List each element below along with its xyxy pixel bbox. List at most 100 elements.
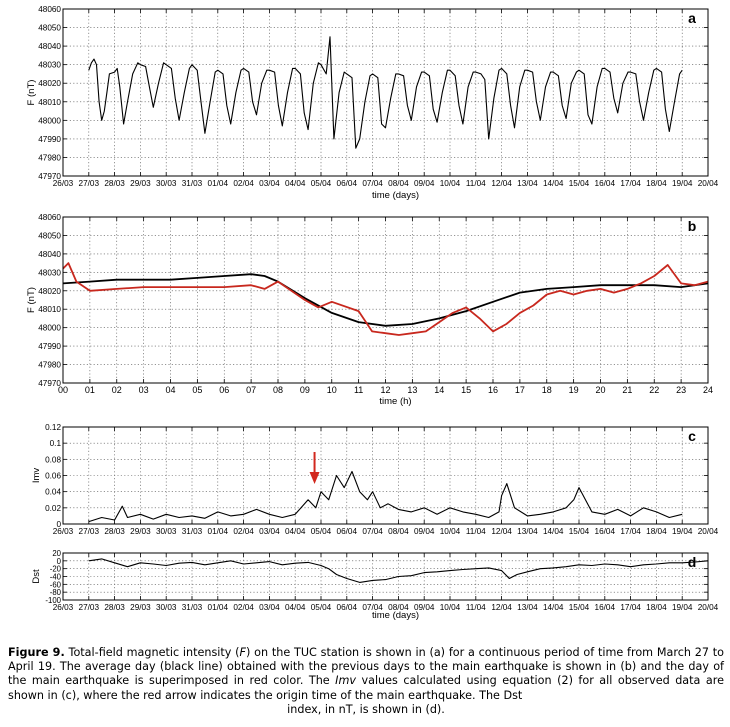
panel-b-xtick-label: 03: [139, 385, 149, 395]
panel-c-ytick-label: 0.12: [45, 423, 61, 432]
panel-b-xtick-label: 02: [112, 385, 122, 395]
panel-b-xtick-label: 10: [327, 385, 337, 395]
panel-d-xtick-label: 14/04: [543, 603, 564, 612]
panel-label-d: d: [688, 554, 697, 570]
panel-d-xtick-label: 28/03: [104, 603, 125, 612]
panel-b-xtick-label: 09: [300, 385, 310, 395]
panel-a-xtick-label: 18/04: [646, 179, 667, 188]
panel-a-ytick-label: 48040: [38, 42, 61, 51]
panel-b-xtick-label: 17: [515, 385, 525, 395]
panel-d-xtick-label: 13/04: [517, 603, 538, 612]
panel-d-xtick-label: 16/04: [595, 603, 616, 612]
panel-a-ytick-label: 48030: [38, 61, 61, 70]
panel-a-xtick-label: 13/04: [517, 179, 538, 188]
panel-a-xtick-label: 04/04: [285, 179, 306, 188]
panel-d-xtick-label: 11/04: [466, 603, 486, 612]
panel-a-ytick-label: 48020: [38, 79, 61, 88]
panel-d-xtick-label: 04/04: [285, 603, 306, 612]
panel-c-ytick-label: 0: [56, 520, 61, 529]
caption-text-4: index, in nT, is shown in (d).: [287, 702, 445, 716]
panel-b-xtick-label: 08: [273, 385, 283, 395]
panel-d-xtick-label: 01/04: [208, 603, 229, 612]
panel-a-frame: [62, 8, 709, 177]
panel-c-xtick-label: 31/03: [182, 527, 203, 536]
panel-d-xtick-label: 18/04: [646, 603, 667, 612]
panel-c-xtick-label: 06/04: [337, 527, 358, 536]
panel-b-ytick-label: 48010: [38, 305, 61, 314]
panel-c-xtick-label: 29/03: [130, 527, 151, 536]
panel-b-xtick-label: 22: [649, 385, 659, 395]
panel-d-xtick-label: 29/03: [130, 603, 151, 612]
panel-c-ytick-label: 0.02: [45, 504, 61, 513]
panel-d-xtick-label: 03/04: [259, 603, 280, 612]
panel-b-ytick-label: 47980: [38, 361, 61, 370]
panel-b-series-0: [62, 273, 709, 327]
panel-d-ytick-label: -60: [50, 580, 62, 589]
panel-b-ytick-label: 48050: [38, 231, 61, 240]
panel-a-xtick-label: 31/03: [182, 179, 203, 188]
panel-b-ytick-label: 48060: [38, 213, 61, 222]
panel-b-xtick-label: 14: [434, 385, 444, 395]
panel-c-xtick-label: 18/04: [646, 527, 667, 536]
panel-c-xtick-label: 26/03: [53, 527, 74, 536]
caption-italic-f: F: [239, 646, 246, 659]
panel-d-xtick-label: 07/04: [362, 603, 383, 612]
panel-a-xtick-label: 09/04: [414, 179, 435, 188]
panel-c-xtick-label: 12/04: [491, 527, 512, 536]
panel-b-xtick-label: 04: [165, 385, 175, 395]
panel-a-xtick-label: 14/04: [543, 179, 564, 188]
panel-a-xtick-label: 05/04: [311, 179, 332, 188]
panel-b-xtick-label: 24: [703, 385, 713, 395]
panel-a-xtick-label: 01/04: [208, 179, 229, 188]
panel-d-ytick-label: -80: [50, 588, 62, 597]
earthquake-arrow-head: [309, 472, 320, 484]
panel-c-xtick-label: 09/04: [414, 527, 435, 536]
panel-d-xtick-label: 19/04: [672, 603, 693, 612]
panel-c-ytick-label: 0.08: [45, 455, 61, 464]
panel-d-xtick-label: 02/04: [233, 603, 254, 612]
panel-b-xtick-label: 07: [246, 385, 256, 395]
panel-a-xtick-label: 30/03: [156, 179, 177, 188]
panel-label-a: a: [688, 10, 696, 26]
panel-d-xtick-label: 09/04: [414, 603, 435, 612]
panel-b-ylabel: F (nT): [26, 287, 37, 313]
panel-c-xtick-label: 15/04: [569, 527, 590, 536]
panel-a-ytick-label: 47990: [38, 135, 61, 144]
panel-a-xtick-label: 20/04: [698, 179, 719, 188]
panel-b-xtick-label: 06: [219, 385, 229, 395]
figure-caption: Figure 9. Total-field magnetic intensity…: [8, 646, 724, 717]
panel-b-xtick-label: 00: [58, 385, 68, 395]
panel-b-xtick-label: 23: [676, 385, 686, 395]
panel-c-xtick-label: 19/04: [672, 527, 693, 536]
panel-label-c: c: [688, 428, 696, 444]
panel-a-ytick-label: 48060: [38, 5, 61, 14]
panel-c-xtick-label: 28/03: [104, 527, 125, 536]
panel-a-xtick-label: 02/04: [233, 179, 254, 188]
panel-c-xtick-label: 27/03: [79, 527, 100, 536]
panel-d-ylabel: Dst: [31, 569, 42, 584]
panel-d-xtick-label: 12/04: [491, 603, 512, 612]
panel-a-ylabel: F (nT): [26, 80, 37, 106]
panel-a-ytick-label: 48010: [38, 98, 61, 107]
panel-a-xtick-label: 07/04: [362, 179, 383, 188]
panel-b-ytick-label: 47990: [38, 342, 61, 351]
panel-b-xlabel: time (h): [379, 396, 411, 407]
panel-c-ylabel: Imv: [31, 468, 42, 484]
panel-c-xtick-label: 02/04: [233, 527, 254, 536]
panel-d-xtick-label: 20/04: [698, 603, 719, 612]
panel-d-xtick-label: 30/03: [156, 603, 177, 612]
panel-a-xtick-label: 12/04: [491, 179, 512, 188]
panel-a-xtick-label: 11/04: [466, 179, 486, 188]
panel-a-ytick-label: 48050: [38, 24, 61, 33]
panel-b-xtick-label: 19: [569, 385, 579, 395]
panel-a-series-0: [88, 36, 683, 149]
panel-c-xtick-label: 30/03: [156, 527, 177, 536]
panel-c-xtick-label: 11/04: [466, 527, 486, 536]
panel-c-xtick-label: 17/04: [620, 527, 641, 536]
panel-c-ytick-label: 0.04: [45, 488, 61, 497]
chart-figure: 26/03 27/03 28/03 29/03 30/03 31/03 01/04 02/04…: [26, 5, 719, 621]
panel-label-b: b: [688, 218, 697, 234]
panel-b-ytick-label: 48040: [38, 250, 61, 259]
panel-b-ytick-label: 47970: [38, 379, 61, 388]
